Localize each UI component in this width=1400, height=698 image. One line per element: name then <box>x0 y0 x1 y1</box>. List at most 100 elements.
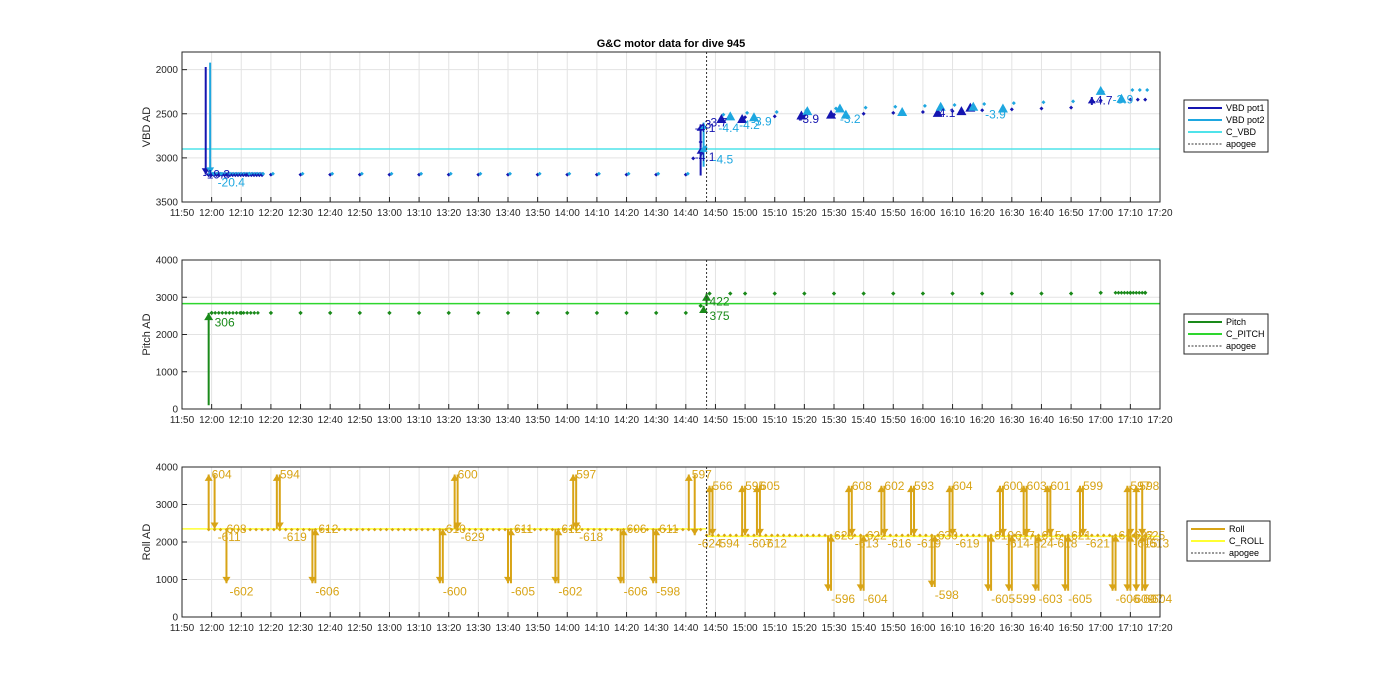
data-point <box>396 527 401 532</box>
x-tick-label: 17:20 <box>1147 415 1172 426</box>
data-point <box>615 527 620 532</box>
annotation-label: -594 <box>715 536 739 550</box>
annotation-label: 617 <box>1015 528 1035 542</box>
x-tick-label: 16:20 <box>970 623 995 634</box>
x-tick-label: 12:00 <box>199 415 224 426</box>
data-point <box>307 527 312 532</box>
data-point <box>301 527 306 532</box>
data-point <box>624 310 629 316</box>
triangle-marker <box>796 110 807 120</box>
data-point <box>216 310 221 315</box>
data-point <box>378 527 383 532</box>
x-tick-label: 12:00 <box>199 623 224 634</box>
data-point <box>774 110 779 114</box>
annotation-label: 604 <box>212 468 232 482</box>
data-point <box>535 310 540 316</box>
data-point <box>626 171 631 176</box>
data-point <box>1119 290 1124 295</box>
plot-area <box>182 52 1160 202</box>
motor-move-arrow <box>1087 97 1096 104</box>
data-point <box>479 527 484 532</box>
data-point <box>675 527 679 532</box>
annotation-label: -629 <box>461 530 485 544</box>
data-point <box>245 310 250 315</box>
x-tick-label: 17:10 <box>1118 623 1143 634</box>
data-point <box>950 291 955 296</box>
data-point <box>604 527 608 532</box>
data-point <box>211 171 216 176</box>
x-tick-label: 15:10 <box>762 623 787 634</box>
data-point <box>260 527 264 532</box>
annotation-label: -4.7 <box>1092 94 1113 108</box>
data-point <box>1071 99 1076 104</box>
data-point <box>283 527 288 532</box>
annotation-label: -605 <box>991 592 1015 606</box>
data-point <box>971 533 976 538</box>
x-tick-label: 13:20 <box>436 415 461 426</box>
x-tick-label: 13:50 <box>525 623 550 634</box>
x-tick-label: 12:10 <box>229 623 254 634</box>
data-point <box>390 527 395 532</box>
motor-move-arrow <box>206 167 215 174</box>
data-point <box>1084 533 1088 538</box>
y-tick-label: 2000 <box>156 330 179 341</box>
data-point <box>360 527 365 532</box>
data-point <box>799 533 804 538</box>
x-tick-label: 13:50 <box>525 208 550 219</box>
y-tick-label: 4000 <box>156 256 179 267</box>
x-tick-label: 12:20 <box>258 415 283 426</box>
data-point <box>550 527 555 532</box>
data-point <box>633 527 638 532</box>
data-point <box>775 533 780 538</box>
x-tick-label: 14:00 <box>555 623 580 634</box>
data-point <box>223 310 228 315</box>
data-point <box>515 527 519 532</box>
motor-move-arrow <box>948 528 957 536</box>
data-point <box>218 527 223 532</box>
data-point <box>764 533 768 538</box>
x-tick-label: 14:40 <box>673 623 698 634</box>
triangle-marker <box>968 101 979 111</box>
annotation-label: 566 <box>713 479 733 493</box>
data-point <box>505 310 511 316</box>
data-point <box>230 310 235 315</box>
x-tick-label: 16:00 <box>910 415 935 426</box>
data-point <box>532 527 537 532</box>
annotation-label: 606 <box>627 522 647 536</box>
x-tick-label: 14:20 <box>614 208 639 219</box>
x-tick-label: 16:30 <box>999 208 1024 219</box>
motor-move-arrow <box>1126 528 1135 536</box>
data-point <box>538 527 543 532</box>
y-tick-label: 3000 <box>156 153 179 164</box>
data-point <box>220 310 225 315</box>
annotation-label: -616 <box>887 536 911 550</box>
data-point <box>298 310 303 316</box>
data-point <box>248 527 252 532</box>
x-tick-label: 11:50 <box>170 415 195 426</box>
x-tick-label: 14:40 <box>673 415 698 426</box>
annotation-label: 599 <box>1083 479 1103 493</box>
annotation-label: -4.5 <box>712 153 733 167</box>
data-point <box>327 310 333 316</box>
data-point <box>645 527 650 532</box>
x-tick-label: 12:00 <box>199 208 224 219</box>
legend-entry: Pitch <box>1226 317 1246 327</box>
motor-move-arrow <box>1141 584 1150 591</box>
x-tick-label: 17:10 <box>1118 415 1143 426</box>
x-tick-label: 17:00 <box>1088 415 1113 426</box>
x-tick-label: 12:40 <box>318 623 343 634</box>
annotation-label: -606 <box>315 584 339 598</box>
triangle-marker <box>716 114 727 124</box>
data-point <box>272 527 276 532</box>
y-axis-label: Pitch AD <box>141 313 153 355</box>
data-point <box>1069 105 1074 110</box>
data-point <box>426 527 430 532</box>
data-point <box>953 533 958 538</box>
x-tick-label: 16:10 <box>940 623 965 634</box>
y-tick-label: 4000 <box>156 463 179 474</box>
x-tick-label: 13:30 <box>466 623 491 634</box>
annotation-label: 612 <box>318 522 338 536</box>
annotation-label: 611 <box>514 522 533 536</box>
